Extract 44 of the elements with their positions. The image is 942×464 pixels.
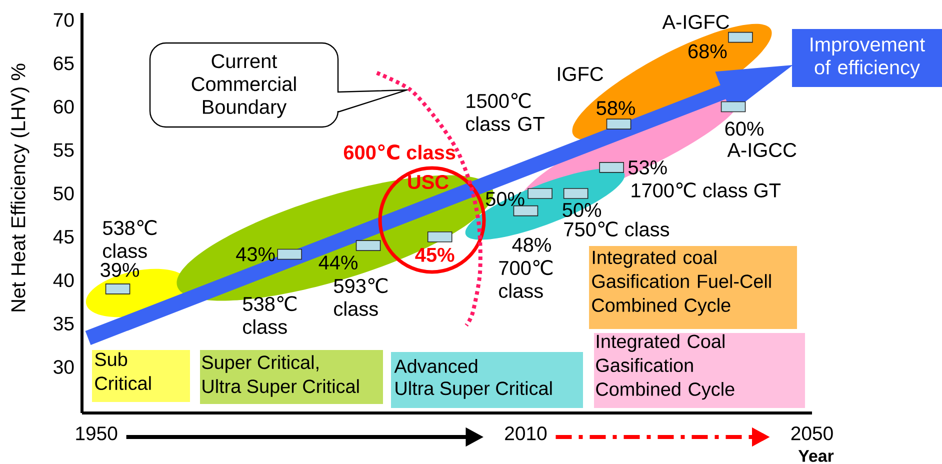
data-label: 44% [318,256,358,270]
data-label: 68% [688,44,727,58]
y-tick-label: 55 [54,143,74,157]
annotation: Sub Critical [95,352,151,390]
data-label: 39% [100,262,139,277]
annotation: Ultra Super Critical [202,379,359,397]
annotation: Integrated Coal Gasification Combined Cycle [596,334,734,400]
annotation: 1500℃ class GT [466,93,544,131]
annotation: Super Critical, [202,355,318,373]
annotation: 600℃ class [344,144,456,160]
text: Current Commercial Boundary [192,54,296,118]
data-label: 53% [628,160,667,174]
x-tick-label: 1950 [76,426,118,440]
y-tick-label: 35 [54,316,74,331]
data-label: 45% [415,248,454,262]
annotation: 1700℃ class GT [632,182,781,198]
annotation: 750℃ class [564,221,670,237]
y-tick-label: 70 [54,13,74,27]
data-label: 60% [725,122,764,136]
annotation: Improvement of efficiency [810,38,925,78]
y-axis-title: Net Heat Efficiency (LHV) % [10,64,30,312]
y-tick-label: 60 [54,100,74,114]
y-tick-label: 45 [53,230,74,244]
x-tick-label: 2010 [505,426,547,440]
annotation: 538℃ class [103,220,156,258]
y-tick-label: 65 [54,56,74,70]
data-label: 58% [596,101,635,116]
annotation: A-IGFC [662,14,729,30]
y-tick-label: 30 [54,360,74,374]
data-label: 43% [236,247,275,262]
annotation: Advanced [394,359,478,373]
x-tick-label: 2050 [791,426,833,440]
annotation: 593℃ class [334,278,388,316]
annotation: IGFC [558,66,604,82]
x-axis-title: Year [798,450,834,462]
y-tick-label: 40 [53,273,74,288]
annotation: Integrated coal Gasification Fuel-Cell Combined Cycle [592,250,771,316]
annotation: Ultra Super Critical [396,381,552,399]
data-label: 48% [512,238,551,252]
annotation: 700℃ class [499,260,552,298]
annotation: USC [408,174,448,190]
annotation: A-IGCC [727,142,796,158]
annotation: 538℃ class [243,296,296,334]
y-tick-label: 50 [54,186,74,200]
